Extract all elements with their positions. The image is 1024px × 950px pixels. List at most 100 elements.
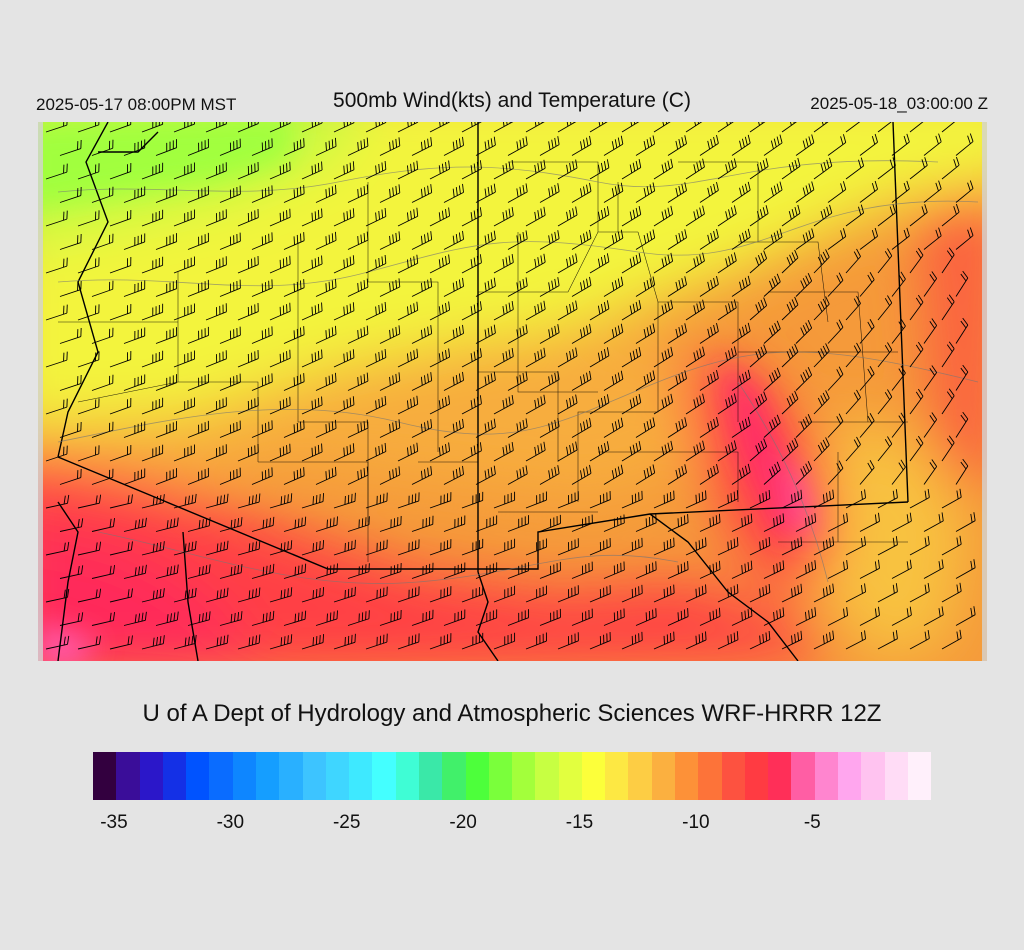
wind-barb — [635, 417, 656, 438]
wind-barb — [813, 390, 830, 415]
wind-barb — [507, 418, 528, 438]
wind-barb — [955, 227, 974, 250]
wind-barb — [397, 395, 419, 415]
wind-barb — [443, 277, 464, 297]
wind-barb — [891, 512, 912, 532]
wind-barb — [877, 389, 893, 415]
wind-barb — [813, 583, 835, 603]
wind-barb — [397, 492, 420, 509]
wind-barb — [315, 278, 337, 297]
wind-barb — [443, 465, 464, 485]
wind-barb — [813, 157, 833, 180]
wind-barb — [941, 294, 955, 321]
wind-barb — [301, 396, 323, 415]
wind-barb — [539, 136, 560, 156]
wind-barb — [845, 583, 866, 603]
wind-barb — [749, 489, 771, 509]
wind-barb — [141, 444, 164, 462]
wind-barb — [411, 419, 433, 438]
wind-barb — [859, 366, 875, 391]
wind-barb — [411, 137, 433, 156]
wind-barb — [781, 249, 799, 274]
wind-barb — [269, 396, 291, 415]
wind-barb — [493, 538, 516, 556]
wind-barb — [461, 491, 484, 509]
wind-barb — [251, 610, 275, 626]
temperature-field — [38, 122, 987, 661]
wind-barb — [237, 540, 261, 556]
wind-barb — [269, 255, 291, 274]
wind-barb — [59, 565, 84, 579]
wind-barb — [59, 327, 82, 344]
wind-barb — [731, 416, 751, 438]
wind-barb — [717, 393, 737, 415]
wind-barb — [717, 631, 739, 650]
wind-barb — [251, 279, 273, 297]
wind-barb — [845, 342, 861, 368]
wind-barb — [443, 136, 464, 156]
wind-barb — [219, 467, 241, 485]
wind-barb — [941, 341, 955, 368]
wind-barb — [845, 489, 866, 509]
wind-barb — [237, 349, 259, 368]
wind-barb — [955, 180, 974, 203]
wind-barb — [941, 629, 962, 650]
wind-barb — [635, 370, 656, 391]
wind-barb — [45, 122, 68, 133]
wind-barb — [45, 257, 68, 274]
model-credit: U of A Dept of Hydrology and Atmospheric… — [142, 700, 882, 727]
wind-barb — [699, 560, 721, 579]
colorbar-swatch — [349, 752, 373, 800]
wind-barb — [187, 326, 209, 344]
wind-barb — [315, 137, 337, 156]
wind-barb — [155, 280, 178, 297]
wind-barb — [667, 229, 687, 250]
colorbar-swatch — [418, 752, 443, 800]
colorbar-swatch — [465, 752, 489, 800]
wind-barb — [749, 297, 768, 321]
wind-barb — [539, 371, 560, 391]
wind-barb — [91, 327, 114, 344]
wind-barb — [475, 136, 496, 156]
wind-barb — [109, 398, 132, 415]
wind-barb — [315, 184, 337, 203]
wind-barb — [845, 248, 861, 274]
wind-barb — [237, 302, 259, 321]
wind-barb — [269, 587, 293, 603]
wind-barb — [813, 536, 835, 556]
wind-barb — [205, 493, 229, 509]
wind-barb — [77, 122, 100, 133]
wind-barb — [539, 183, 560, 203]
wind-barb — [781, 536, 803, 556]
wind-barb — [123, 280, 146, 297]
wind-barb — [123, 468, 146, 485]
wind-barb — [347, 419, 369, 438]
wind-barb — [955, 364, 969, 391]
wind-barb — [301, 208, 323, 227]
wind-barb — [269, 122, 291, 133]
wind-barb — [205, 303, 227, 321]
wind-barb — [539, 230, 560, 250]
wind-barb — [123, 139, 146, 156]
wind-barb — [315, 610, 338, 626]
wind-barb — [845, 122, 864, 133]
wind-barb — [333, 539, 356, 556]
wind-barb — [589, 253, 610, 274]
wind-barb — [187, 232, 209, 250]
wind-barb — [621, 394, 642, 415]
wind-barb — [781, 583, 803, 603]
wind-barb — [461, 585, 484, 603]
wind-barb — [77, 588, 102, 603]
wind-barb — [685, 158, 705, 180]
wind-barb — [173, 350, 195, 368]
wind-barb — [877, 489, 898, 509]
wind-barb — [507, 371, 528, 391]
wind-barb — [475, 324, 496, 344]
wind-barb — [475, 371, 496, 391]
colorbar-swatch — [162, 752, 187, 800]
wind-barb — [571, 464, 592, 485]
wind-barb — [301, 587, 325, 603]
wind-barb — [493, 632, 516, 650]
wind-barb — [571, 370, 592, 391]
wind-barb — [859, 512, 880, 532]
